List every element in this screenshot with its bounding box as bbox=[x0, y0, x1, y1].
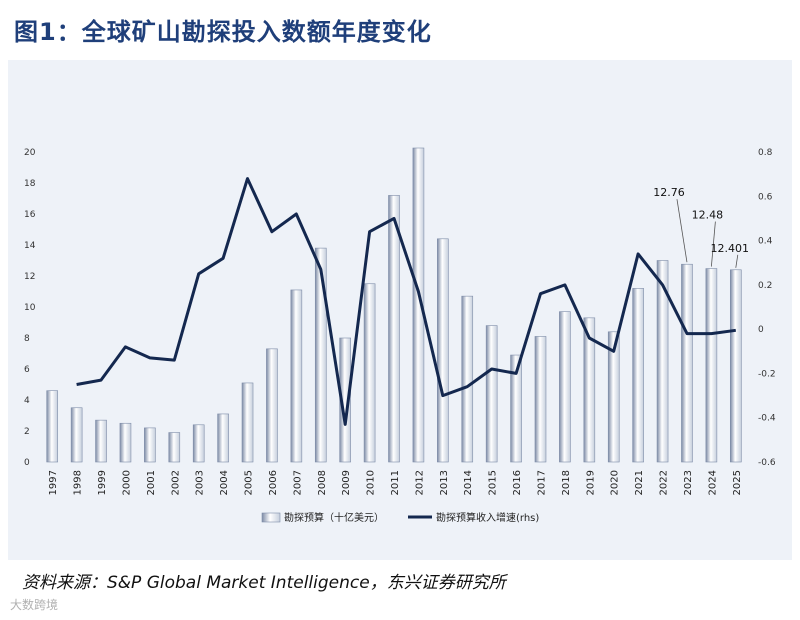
x-tick-2022: 2022 bbox=[659, 470, 670, 495]
bar-2001 bbox=[144, 427, 156, 463]
bar-2015 bbox=[485, 325, 498, 463]
x-tick-1999: 1999 bbox=[97, 470, 108, 495]
x-tick-2006: 2006 bbox=[268, 470, 279, 495]
legend-line-label: 勘探预算收入增速(rhs) bbox=[436, 511, 539, 524]
x-tick-1997: 1997 bbox=[48, 470, 59, 495]
bar-2016 bbox=[510, 354, 522, 463]
bar-2007 bbox=[290, 289, 303, 463]
y-left-tick-0: 0 bbox=[24, 458, 30, 468]
y-left-tick-6: 6 bbox=[24, 365, 30, 375]
bar-2025 bbox=[729, 269, 742, 463]
bar-2022 bbox=[656, 260, 669, 463]
x-tick-2012: 2012 bbox=[414, 470, 425, 495]
annotation-leader-2024 bbox=[710, 221, 716, 267]
y-right-tick--0.6: -0.6 bbox=[758, 458, 776, 468]
bar-1998 bbox=[70, 407, 83, 463]
bar-2004 bbox=[217, 413, 229, 463]
y-left-tick-10: 10 bbox=[24, 303, 36, 313]
bar-2023 bbox=[681, 263, 693, 463]
bar-2019 bbox=[583, 317, 596, 463]
chart: 0 2 4 6 8 10 12 14 16 18 20 -0.6 -0.4 -0.2 0 0.2 0.4 0.6… bbox=[24, 147, 776, 524]
y-right-tick--0.4: -0.4 bbox=[758, 414, 776, 424]
y-right-tick--0.2: -0.2 bbox=[758, 369, 776, 379]
x-tick-2015: 2015 bbox=[488, 470, 499, 495]
bar-2021 bbox=[632, 288, 644, 463]
y-right-tick-0.2: 0.2 bbox=[758, 281, 772, 291]
y-left-tick-18: 18 bbox=[24, 179, 36, 189]
annotation-2025: 12.401 bbox=[711, 242, 750, 255]
x-tick-2005: 2005 bbox=[244, 470, 255, 495]
y-right-tick-0.4: 0.4 bbox=[758, 237, 773, 247]
watermark: 大数跨境 bbox=[10, 598, 59, 612]
bar-2020 bbox=[607, 331, 620, 463]
bar-1997 bbox=[46, 390, 59, 463]
x-tick-2021: 2021 bbox=[634, 470, 645, 495]
x-tick-2010: 2010 bbox=[366, 470, 377, 495]
y-left-tick-2: 2 bbox=[24, 427, 30, 437]
x-tick-2003: 2003 bbox=[195, 470, 206, 495]
y-left-tick-8: 8 bbox=[24, 334, 30, 344]
growth-line bbox=[76, 177, 737, 426]
y-left-tick-16: 16 bbox=[24, 210, 36, 220]
annotation-2023: 12.76 bbox=[653, 186, 685, 199]
y-left-tick-14: 14 bbox=[24, 241, 36, 251]
x-tick-2007: 2007 bbox=[292, 470, 303, 495]
x-tick-2011: 2011 bbox=[390, 470, 401, 495]
bar-2014 bbox=[461, 295, 474, 463]
x-tick-2008: 2008 bbox=[317, 470, 328, 495]
bar-2012 bbox=[412, 147, 425, 463]
page-title: 图1：全球矿山勘探投入数额年度变化 bbox=[14, 18, 432, 46]
x-tick-1998: 1998 bbox=[73, 470, 84, 495]
annotation-leader-2023 bbox=[676, 199, 688, 263]
annotation-leader-2025 bbox=[735, 254, 739, 268]
bar-2006 bbox=[266, 348, 278, 463]
annotation-2024: 12.48 bbox=[692, 209, 724, 222]
x-tick-2017: 2017 bbox=[536, 470, 547, 495]
y-left-tick-4: 4 bbox=[24, 396, 30, 406]
bar-2013 bbox=[437, 238, 449, 463]
bar-2017 bbox=[534, 336, 547, 463]
y-right-tick-0.6: 0.6 bbox=[758, 192, 773, 202]
bar-2002 bbox=[168, 432, 181, 463]
x-tick-2001: 2001 bbox=[146, 470, 157, 495]
x-tick-2004: 2004 bbox=[219, 470, 230, 495]
bar-2008 bbox=[314, 247, 327, 463]
x-tick-2002: 2002 bbox=[170, 470, 181, 495]
x-tick-2025: 2025 bbox=[732, 470, 743, 495]
x-tick-2009: 2009 bbox=[341, 470, 352, 495]
y-right-tick-0: 0 bbox=[758, 325, 764, 335]
x-tick-2019: 2019 bbox=[585, 470, 596, 495]
x-tick-2016: 2016 bbox=[512, 470, 523, 495]
bar-2010 bbox=[363, 283, 376, 463]
bar-2018 bbox=[559, 311, 571, 463]
source-note: 资料来源：S&P Global Market Intelligence，东兴证券… bbox=[22, 573, 506, 593]
bar-2011 bbox=[388, 195, 400, 463]
bar-1999 bbox=[95, 419, 107, 463]
bar-2003 bbox=[192, 424, 205, 463]
x-tick-2018: 2018 bbox=[561, 470, 572, 495]
x-tick-2014: 2014 bbox=[463, 470, 474, 495]
y-left-tick-12: 12 bbox=[24, 272, 35, 282]
x-tick-2024: 2024 bbox=[707, 470, 718, 495]
y-left-tick-20: 20 bbox=[24, 148, 36, 158]
legend-bar-label: 勘探预算（十亿美元） bbox=[284, 511, 384, 524]
x-tick-2023: 2023 bbox=[683, 470, 694, 495]
bar-2009 bbox=[339, 337, 351, 463]
y-right-tick-0.8: 0.8 bbox=[758, 148, 773, 158]
x-tick-2020: 2020 bbox=[610, 470, 621, 495]
bar-2005 bbox=[241, 382, 254, 463]
legend-bar-swatch bbox=[261, 512, 281, 523]
x-tick-2000: 2000 bbox=[121, 470, 132, 495]
bar-2000 bbox=[119, 422, 132, 463]
x-tick-2013: 2013 bbox=[439, 470, 450, 495]
bar-2024 bbox=[705, 268, 718, 463]
